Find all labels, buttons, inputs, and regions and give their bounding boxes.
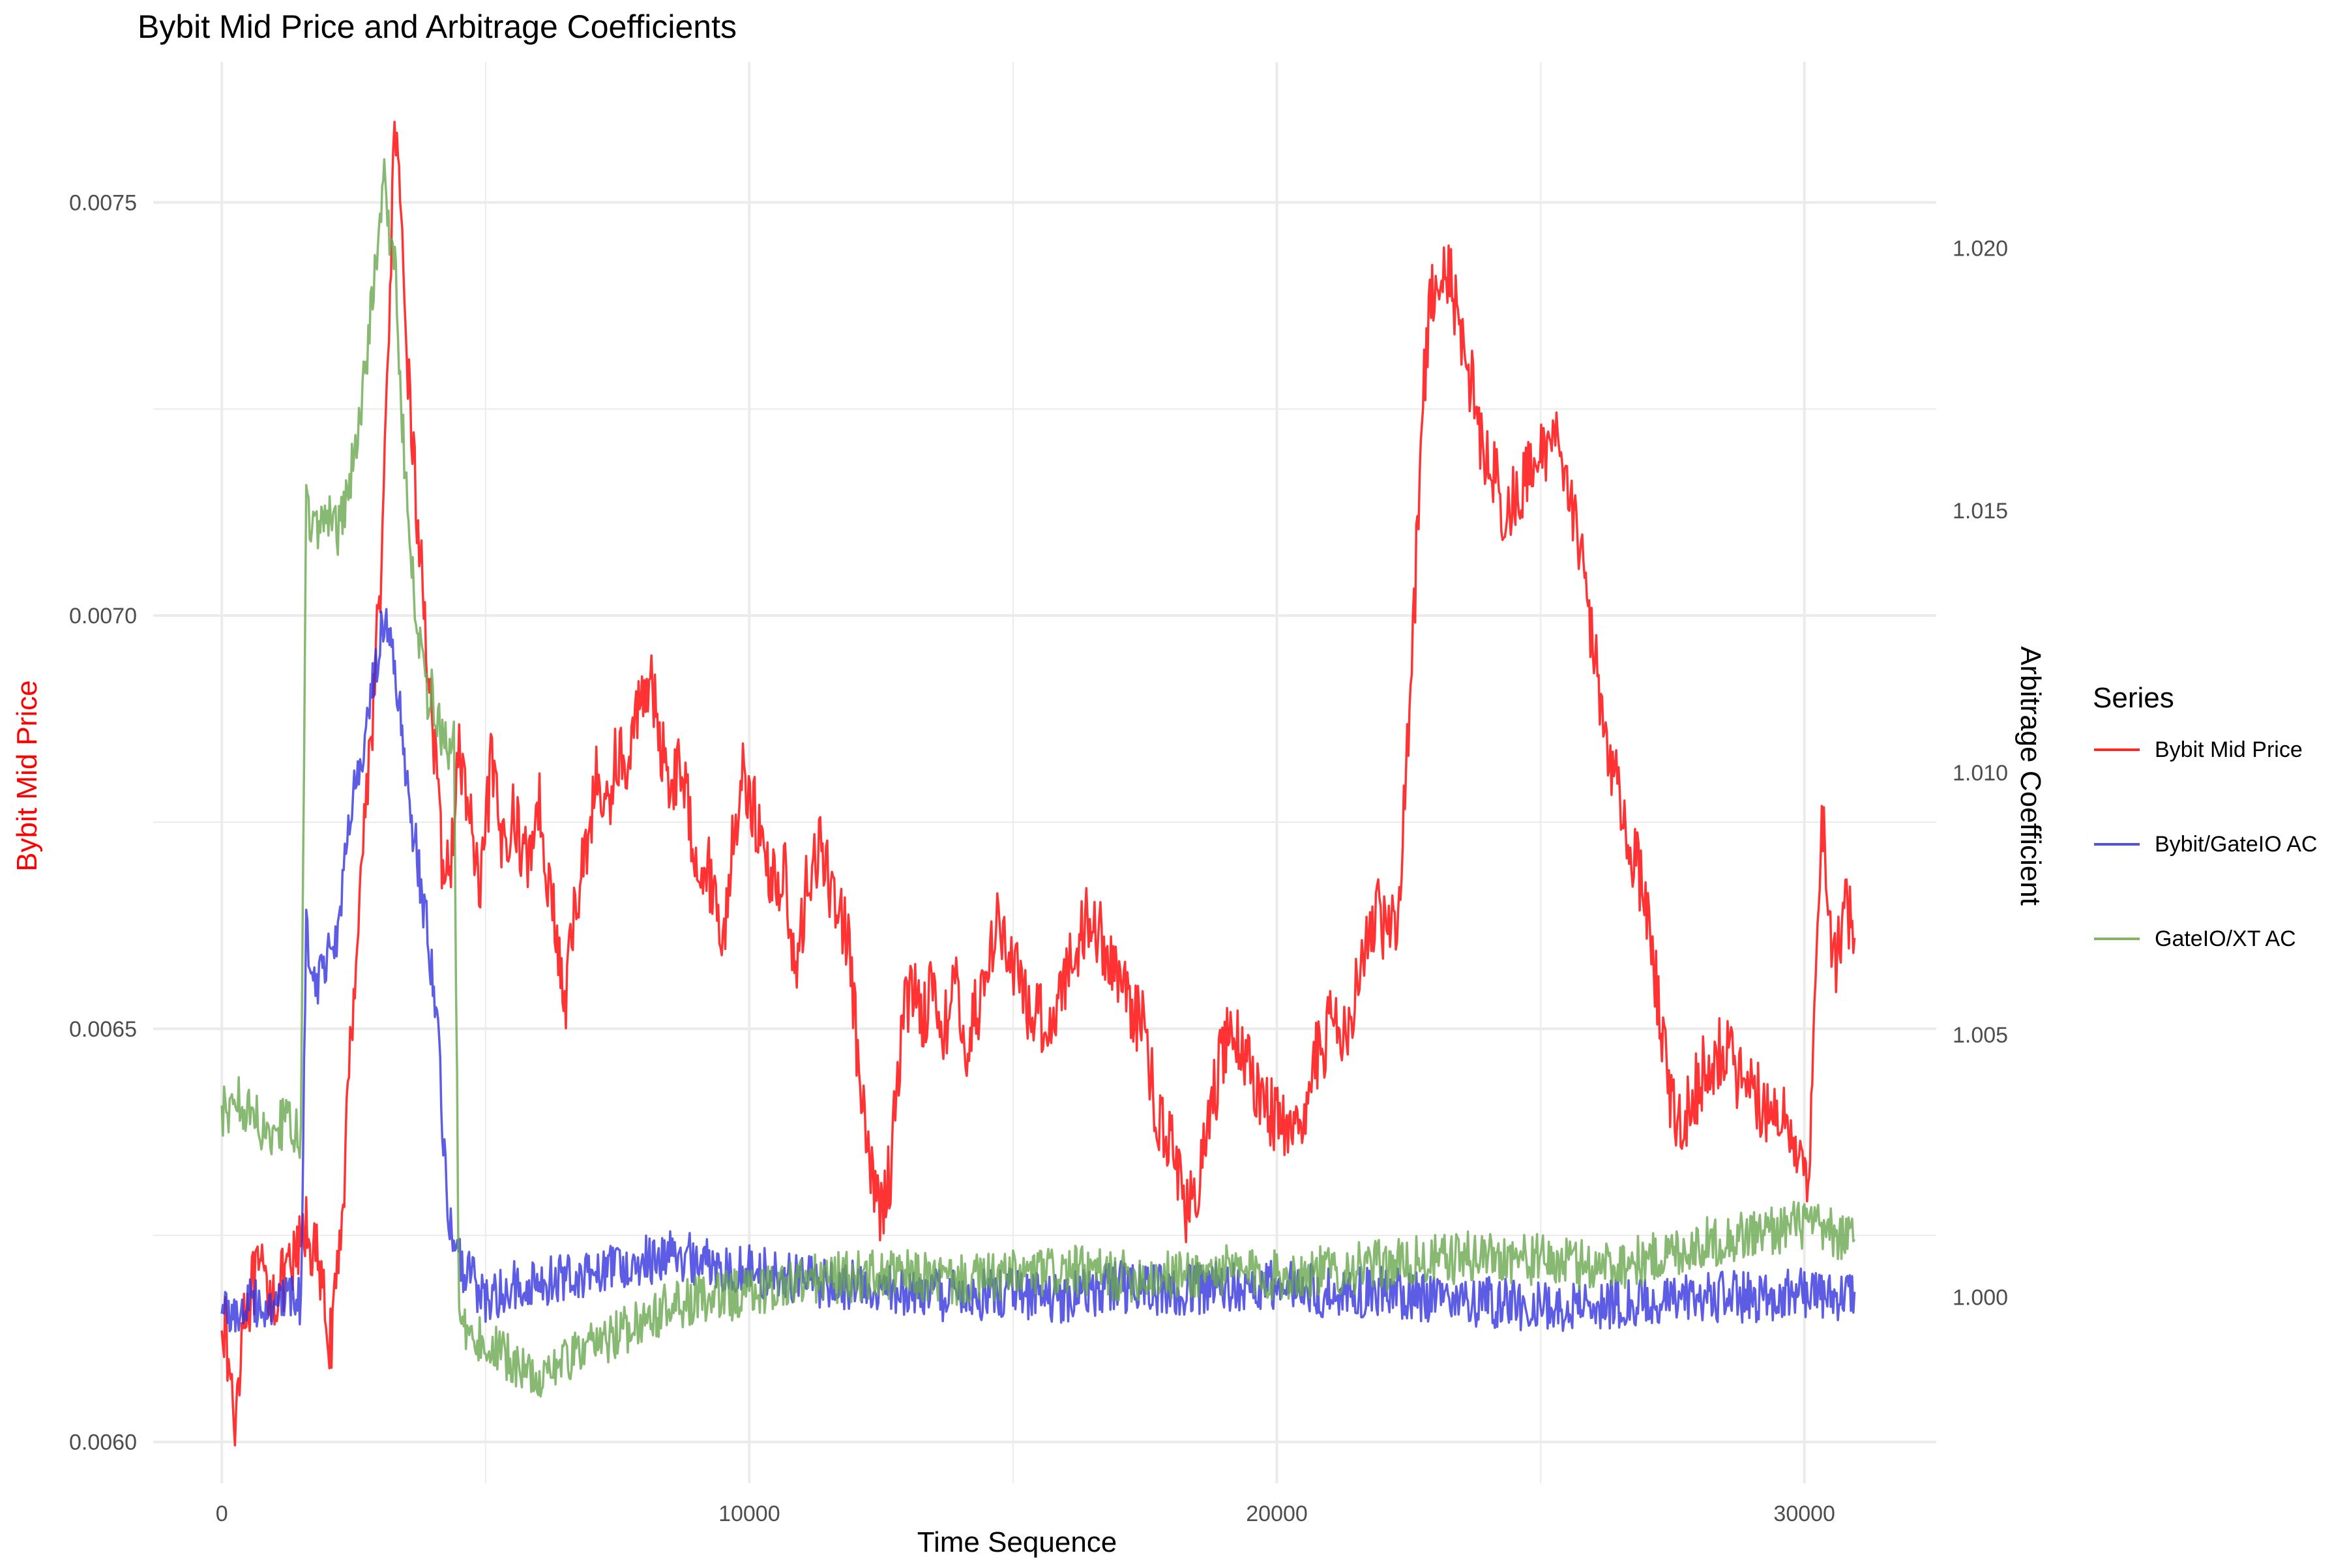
x-axis-label: Time Sequence	[917, 1526, 1117, 1558]
left-tick-label: 0.0075	[69, 190, 137, 215]
left-axis-label: Bybit Mid Price	[11, 680, 43, 871]
legend-title: Series	[2093, 682, 2174, 714]
right-tick-label: 1.010	[1953, 761, 2008, 786]
series-line-gateio-xt-ac	[220, 158, 1856, 1398]
legend-item-label: Bybit/GateIO AC	[2155, 832, 2317, 857]
series-layer	[220, 121, 1856, 1447]
left-tick-label: 0.0065	[69, 1017, 137, 1042]
left-axis-ticks: 0.0060 0.0065 0.0070 0.0075	[69, 190, 137, 1455]
x-tick-label: 10000	[718, 1501, 780, 1526]
right-tick-label: 1.000	[1953, 1285, 2008, 1310]
right-axis-ticks: 1.000 1.005 1.010 1.015 1.020	[1953, 237, 2008, 1310]
legend-item-label: GateIO/XT AC	[2155, 926, 2296, 951]
right-axis-label: Arbitrage Coefficient	[2015, 646, 2046, 906]
grid-layer	[153, 62, 1936, 1483]
x-axis-ticks: 0 10000 20000 30000	[216, 1501, 1835, 1526]
legend-items: Bybit Mid Price Bybit/GateIO AC GateIO/XT …	[2094, 737, 2317, 951]
right-tick-label: 1.020	[1953, 237, 2008, 261]
x-tick-label: 30000	[1773, 1501, 1835, 1526]
left-tick-label: 0.0060	[69, 1430, 137, 1455]
series-line-bybit-mid-price	[220, 121, 1856, 1447]
right-tick-label: 1.015	[1953, 499, 2008, 524]
x-tick-label: 20000	[1246, 1501, 1308, 1526]
left-tick-label: 0.0070	[69, 604, 137, 629]
chart-title: Bybit Mid Price and Arbitrage Coefficien…	[138, 8, 737, 45]
x-tick-label: 0	[216, 1501, 228, 1526]
legend: Series Bybit Mid Price Bybit/GateIO AC Gat…	[2093, 682, 2317, 951]
right-tick-label: 1.005	[1953, 1023, 2008, 1048]
legend-item-label: Bybit Mid Price	[2155, 737, 2303, 762]
series-line-bybit-gateio-ac	[220, 608, 1856, 1333]
